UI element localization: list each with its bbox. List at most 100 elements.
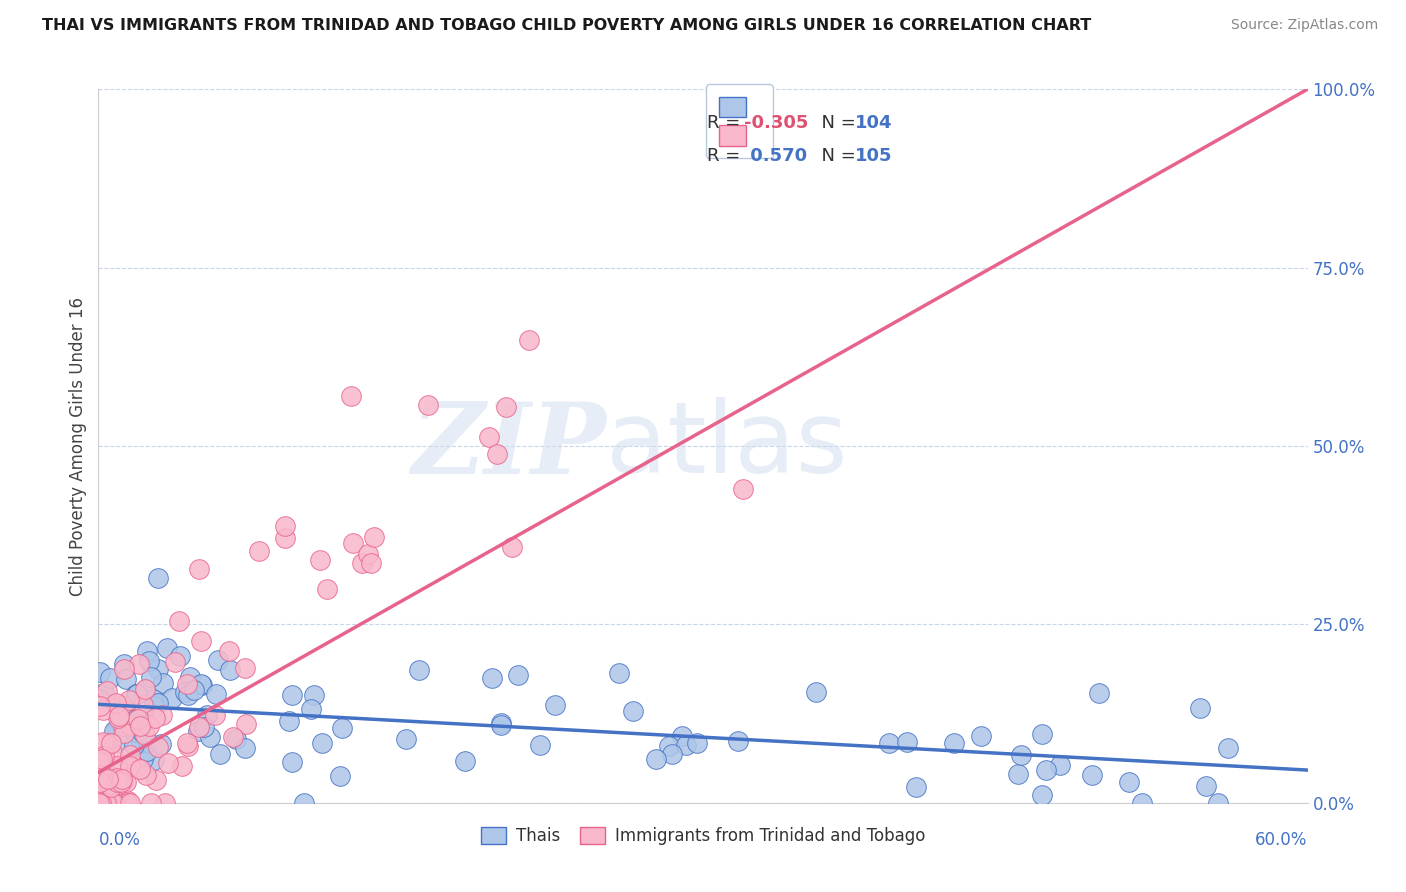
Point: [501, 541, 523, 555]
Point: [292, 796, 315, 810]
Point: [101, 796, 124, 810]
Point: [281, 755, 304, 769]
Point: [176, 677, 198, 691]
Point: [129, 719, 152, 733]
Point: [98, 777, 121, 791]
Point: [96, 771, 118, 785]
Point: [139, 670, 162, 684]
Point: [146, 739, 169, 754]
Point: [299, 702, 322, 716]
Point: [114, 657, 136, 671]
Point: [89, 699, 111, 714]
Point: [101, 796, 124, 810]
Point: [644, 752, 666, 766]
Point: [486, 448, 509, 462]
Point: [100, 787, 122, 801]
Point: [91, 703, 114, 717]
Point: [146, 571, 169, 585]
Point: [330, 721, 353, 735]
Text: 0.570: 0.570: [744, 147, 807, 165]
Point: [122, 738, 145, 752]
Point: [281, 689, 304, 703]
Point: [508, 668, 530, 682]
Point: [118, 796, 141, 810]
Point: [107, 735, 129, 749]
Point: [495, 400, 517, 414]
Y-axis label: Child Poverty Among Girls Under 16: Child Poverty Among Girls Under 16: [69, 296, 87, 596]
Point: [114, 672, 136, 686]
Point: [1088, 686, 1111, 700]
Point: [96, 775, 118, 789]
Point: [162, 691, 184, 706]
Point: [89, 737, 111, 751]
Point: [108, 708, 131, 723]
Text: R =: R =: [707, 114, 747, 132]
Point: [134, 683, 156, 698]
Point: [233, 741, 256, 756]
Point: [408, 664, 430, 678]
Point: [125, 760, 148, 774]
Point: [686, 737, 709, 751]
Point: [1007, 766, 1029, 780]
Point: [193, 721, 215, 735]
Text: 60.0%: 60.0%: [1256, 831, 1308, 849]
Point: [124, 724, 146, 739]
Point: [169, 614, 191, 628]
Point: [136, 744, 159, 758]
Point: [205, 687, 228, 701]
Text: R =: R =: [707, 147, 747, 165]
Point: [112, 663, 135, 677]
Point: [1049, 758, 1071, 772]
Point: [94, 796, 117, 810]
Point: [733, 482, 755, 496]
Point: [112, 719, 135, 733]
Point: [311, 736, 333, 750]
Point: [302, 688, 325, 702]
Point: [395, 731, 418, 746]
Point: [104, 696, 127, 710]
Point: [1188, 701, 1211, 715]
Point: [93, 739, 115, 753]
Point: [204, 708, 226, 723]
Point: [135, 768, 157, 782]
Point: [658, 739, 681, 754]
Point: [108, 772, 131, 787]
Point: [125, 712, 148, 726]
Point: [316, 582, 339, 597]
Point: [1031, 788, 1053, 802]
Point: [195, 707, 218, 722]
Point: [225, 731, 247, 746]
Point: [90, 796, 112, 810]
Point: [222, 730, 245, 744]
Point: [120, 718, 142, 732]
Point: [120, 759, 142, 773]
Text: -0.305: -0.305: [744, 114, 808, 132]
Point: [877, 735, 900, 749]
Point: [176, 739, 198, 753]
Point: [163, 656, 186, 670]
Text: atlas: atlas: [606, 398, 848, 494]
Point: [1031, 727, 1053, 741]
Point: [128, 763, 150, 777]
Point: [176, 736, 198, 750]
Point: [970, 729, 993, 743]
Point: [1080, 768, 1102, 782]
Point: [188, 719, 211, 733]
Point: [142, 692, 165, 706]
Point: [91, 749, 114, 764]
Point: [89, 755, 111, 769]
Point: [105, 722, 128, 736]
Point: [105, 759, 128, 773]
Point: [529, 738, 551, 752]
Point: [97, 772, 120, 787]
Point: [128, 657, 150, 672]
Point: [218, 644, 240, 658]
Point: [89, 764, 111, 779]
Point: [131, 752, 153, 766]
Point: [93, 748, 115, 763]
Point: [169, 648, 191, 663]
Point: [1118, 774, 1140, 789]
Point: [107, 711, 129, 725]
Point: [172, 759, 194, 773]
Point: [138, 654, 160, 668]
